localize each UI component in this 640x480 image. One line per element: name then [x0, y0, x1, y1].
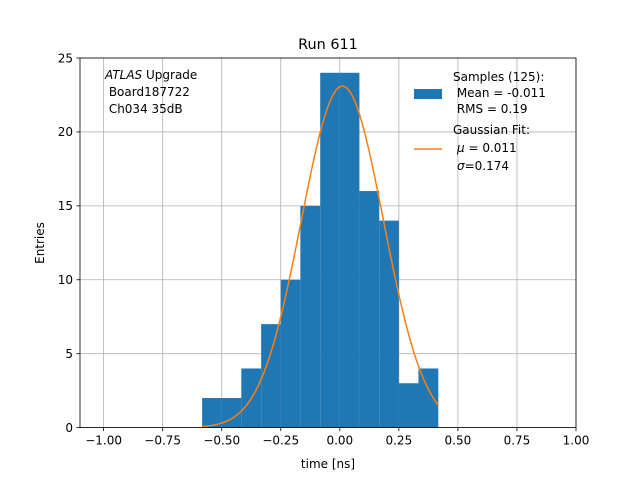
x-tick-label: 0.50 — [445, 434, 472, 448]
x-tick-label: 0.75 — [504, 434, 531, 448]
legend-sigma-symbol: σ — [457, 159, 465, 173]
annotation-upgrade: Upgrade — [142, 68, 197, 82]
x-tick-label: −1.00 — [85, 434, 122, 448]
legend-samples-swatch — [414, 89, 442, 99]
annotation-line-1: ATLAS Upgrade — [104, 68, 197, 82]
x-axis-label: time [ns] — [301, 457, 355, 471]
annotation-atlas: ATLAS — [104, 68, 143, 82]
histogram-bar — [300, 205, 321, 428]
legend-fit-title: Gaussian Fit: — [453, 123, 530, 137]
histogram-bar — [398, 383, 419, 428]
atlas-annotation: ATLAS Upgrade Board187722 Ch034 35dB — [104, 68, 197, 116]
y-tick-label: 0 — [65, 421, 73, 435]
histogram-bar — [261, 324, 281, 428]
histogram-bar — [339, 72, 360, 428]
histogram-bar — [359, 191, 380, 428]
gaussian-fit-line — [202, 85, 439, 428]
y-tick-label: 5 — [65, 347, 73, 361]
y-axis-label: Entries — [33, 222, 47, 264]
legend: Samples (125): Mean = -0.011 RMS = 0.19 … — [414, 70, 546, 173]
legend-fit-sigma: σ=0.174 — [457, 159, 509, 173]
x-tick-label: −0.50 — [203, 434, 240, 448]
legend-samples-line-1: Samples (125): — [453, 70, 544, 84]
x-tick-label: 0.25 — [385, 434, 412, 448]
legend-samples-line-2: Mean = -0.011 — [453, 86, 546, 100]
y-tick-label: 20 — [58, 125, 73, 139]
histogram-bar — [202, 398, 222, 428]
x-tick-label: 0.00 — [326, 434, 353, 448]
y-tick-label: 25 — [58, 51, 73, 65]
legend-fit-mu: μ = 0.011 — [456, 141, 517, 155]
histogram-bar — [418, 368, 439, 428]
x-tick-label: −0.25 — [262, 434, 299, 448]
legend-mu-value: = 0.011 — [465, 141, 517, 155]
x-tick-label: −0.75 — [144, 434, 181, 448]
legend-mu-symbol: μ — [456, 141, 465, 155]
legend-sigma-value: =0.174 — [465, 159, 509, 173]
legend-samples-line-3: RMS = 0.19 — [453, 102, 528, 116]
annotation-line-2: Board187722 — [105, 85, 190, 99]
histogram-bar — [280, 279, 301, 428]
histogram-bars — [202, 72, 439, 428]
annotation-line-3: Ch034 35dB — [105, 102, 183, 116]
histogram-bar — [320, 72, 340, 428]
plot-frame — [79, 57, 577, 429]
y-tick-label: 10 — [58, 273, 73, 287]
chart-title: Run 611 — [298, 37, 358, 53]
y-tick-label: 15 — [58, 199, 73, 213]
x-tick-label: 1.00 — [563, 434, 590, 448]
axis-ticks: −1.00 −0.75 −0.50 −0.25 0.00 0.25 0.50 0.75 1.00… — [58, 51, 590, 447]
histogram-bar — [221, 398, 242, 428]
